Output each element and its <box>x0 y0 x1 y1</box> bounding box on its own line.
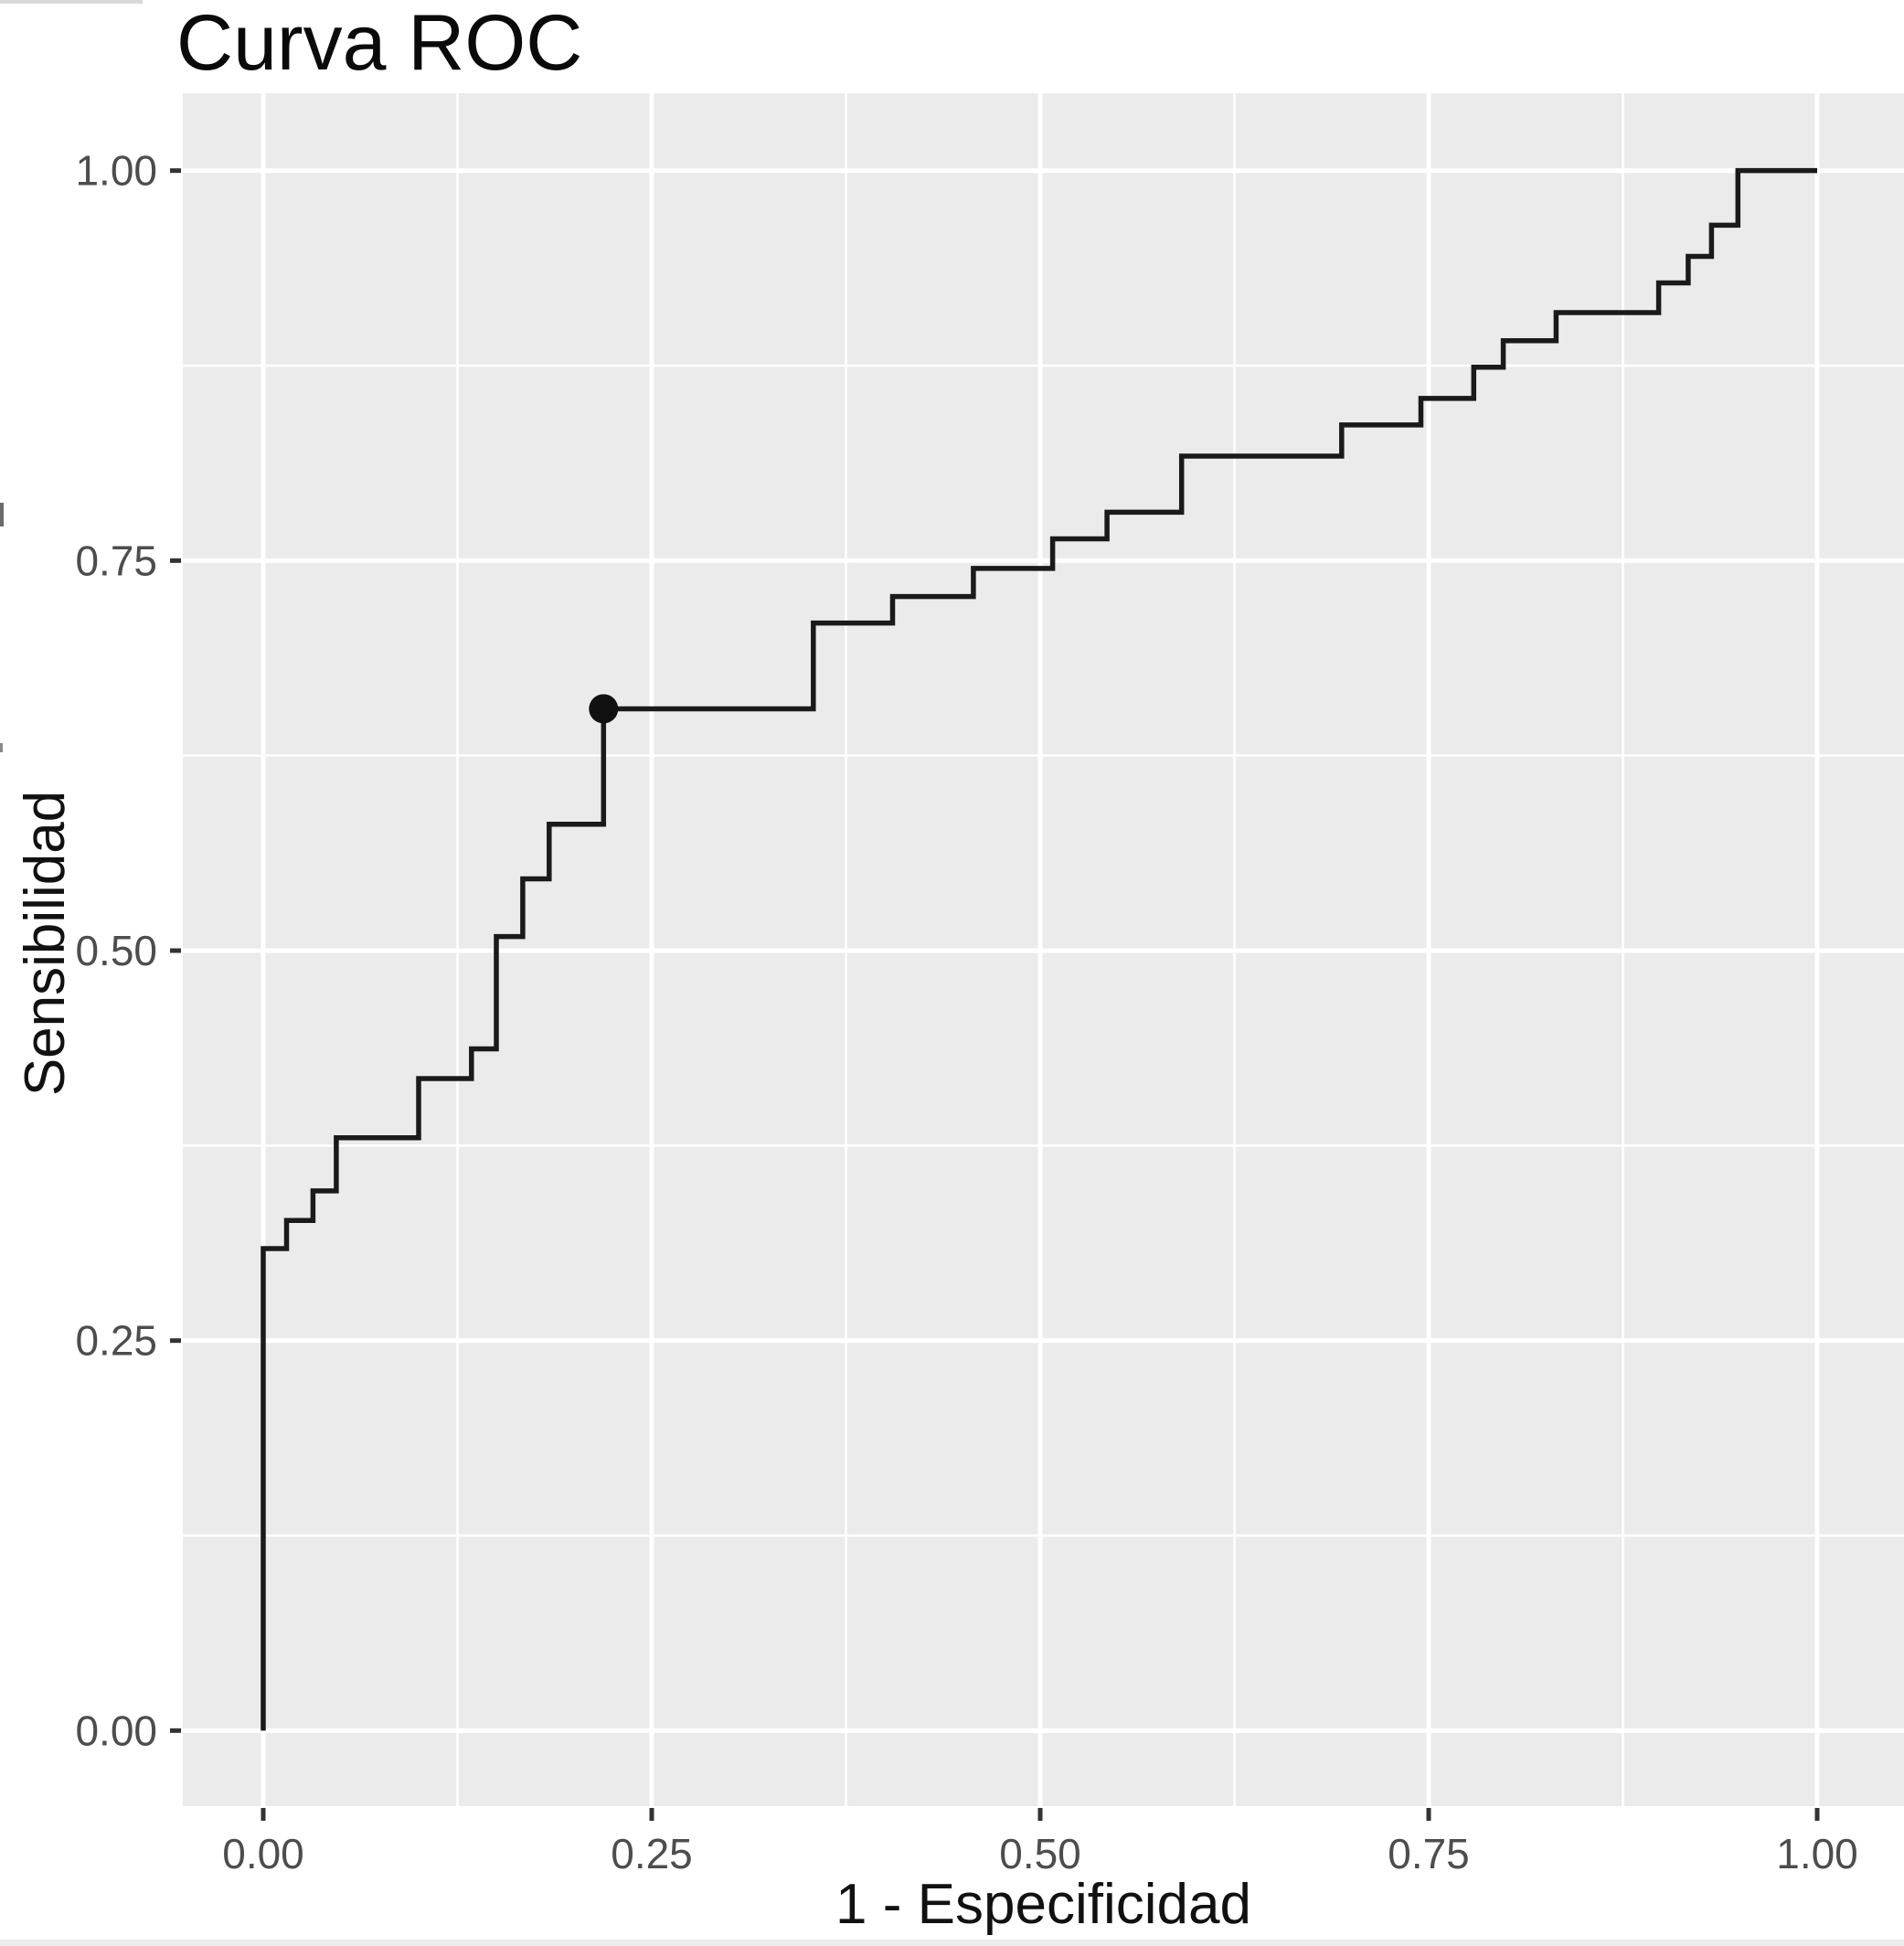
x-axis-title: 1 - Especificidad <box>835 1873 1251 1936</box>
threshold-point <box>589 694 619 724</box>
y-tick-label: 1.00 <box>75 147 157 195</box>
screenshot-edge-artifact-left-2 <box>0 743 3 752</box>
roc-curve <box>261 167 1817 1731</box>
plot-title: Curva ROC <box>176 0 583 87</box>
y-tick-label: 0.25 <box>75 1317 157 1365</box>
x-tick-label: 0.50 <box>999 1830 1081 1877</box>
y-tick-label: 0.50 <box>75 927 157 974</box>
y-tick-label: 0.75 <box>75 537 157 584</box>
x-tick-label: 0.25 <box>611 1830 693 1877</box>
x-tick-label: 0.00 <box>222 1830 304 1877</box>
screenshot-edge-artifact-left-1 <box>0 503 4 526</box>
screenshot-edge-artifact-top <box>0 0 143 4</box>
x-tick-label: 1.00 <box>1776 1830 1858 1877</box>
x-tick-label: 0.75 <box>1388 1830 1470 1877</box>
y-tick-label: 0.00 <box>75 1707 157 1754</box>
screenshot-edge-artifact-bottom <box>0 1940 1904 1946</box>
